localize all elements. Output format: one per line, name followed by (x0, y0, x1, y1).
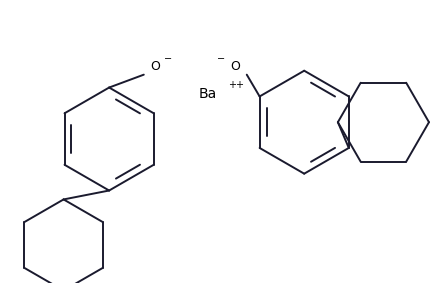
Text: O: O (151, 60, 160, 73)
Text: ++: ++ (228, 80, 244, 89)
Text: O: O (230, 60, 240, 73)
Text: Ba: Ba (199, 87, 217, 101)
Text: −: − (164, 54, 173, 64)
Text: −: − (217, 54, 225, 64)
